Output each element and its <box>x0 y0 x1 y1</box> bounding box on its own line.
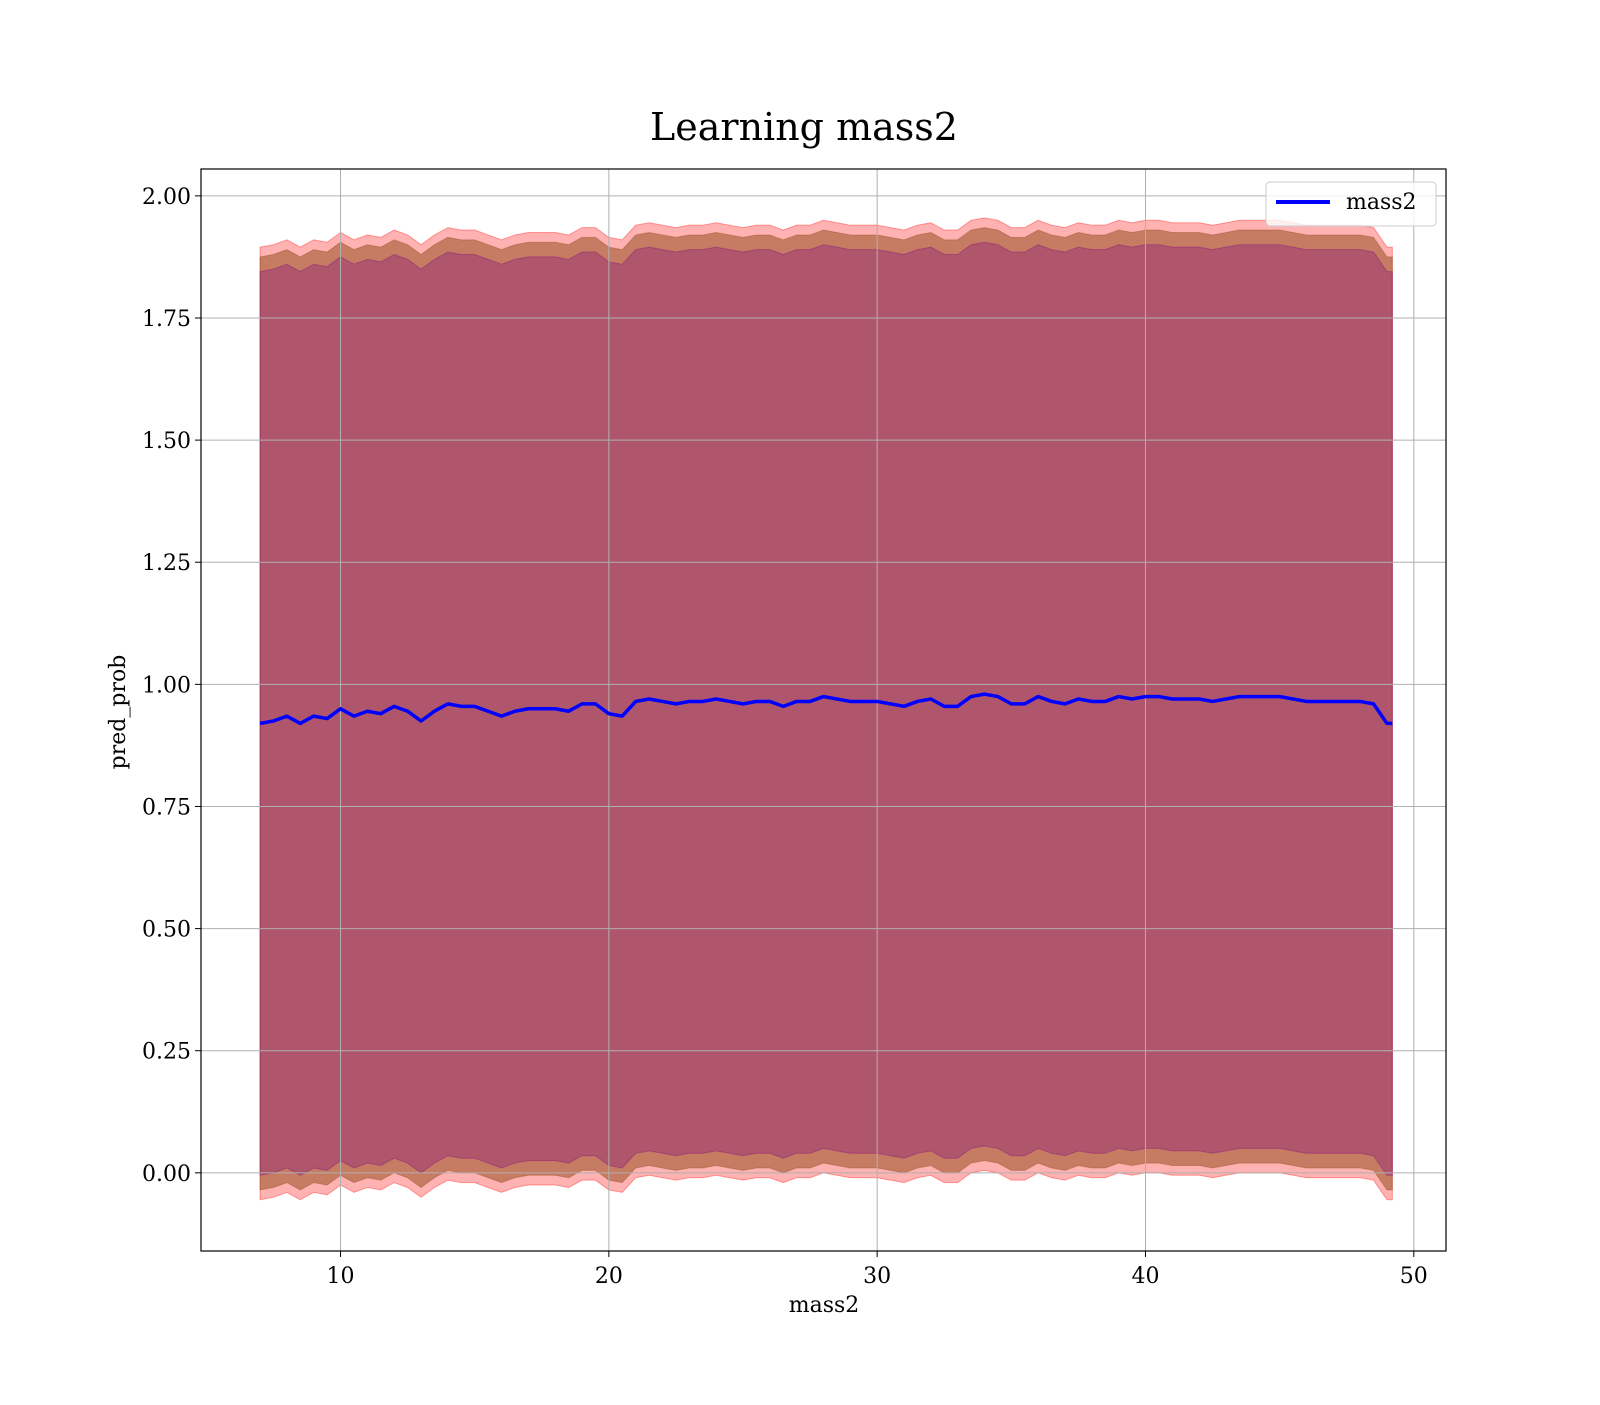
y-tick-label: 0.25 <box>142 1040 191 1065</box>
legend: mass2 <box>1265 181 1437 227</box>
series-line-mass2 <box>259 692 1393 726</box>
y-tick-label: 1.00 <box>142 673 191 698</box>
band-inner <box>259 241 1393 1176</box>
x-axis-label: mass2 <box>789 1293 860 1318</box>
y-tick-label: 0.50 <box>142 918 191 943</box>
x-tick-label: 10 <box>327 1264 355 1289</box>
legend-label: mass2 <box>1346 190 1417 215</box>
y-tick-label: 1.50 <box>142 429 191 454</box>
x-tick-label: 20 <box>595 1264 623 1289</box>
plot-area: 10 20 30 40 50 0.00 0.25 0.50 0.75 1.00 1.25 1.50 1.… <box>142 168 1447 1289</box>
x-tick-label: 30 <box>863 1264 891 1289</box>
y-axis-label: pred_prob <box>106 655 131 770</box>
chart-title: Learning mass2 <box>650 105 958 149</box>
y-tick-label: 1.25 <box>142 551 191 576</box>
axes-frame <box>200 168 1447 1252</box>
y-tick-label: 1.75 <box>142 307 191 332</box>
legend-box <box>1265 181 1437 227</box>
x-tick-label: 50 <box>1400 1264 1428 1289</box>
y-tick-label: 0.75 <box>142 795 191 820</box>
y-tick-label: 0.00 <box>142 1162 191 1187</box>
x-tick-label: 40 <box>1131 1264 1159 1289</box>
y-tick-label: 2.00 <box>142 185 191 210</box>
